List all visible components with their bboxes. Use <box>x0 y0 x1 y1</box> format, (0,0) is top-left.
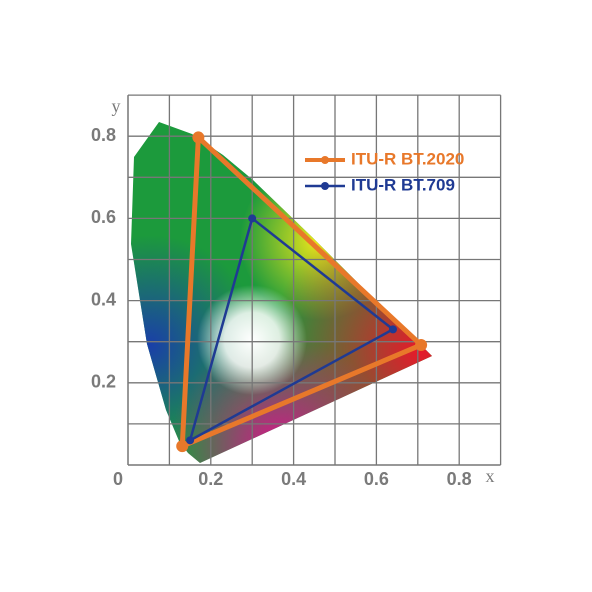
y-tick-label: 0.4 <box>91 289 116 309</box>
x-tick-label: 0.6 <box>364 469 389 489</box>
y-axis-label: y <box>112 96 121 116</box>
data-point <box>176 440 189 453</box>
y-tick-label: 0.8 <box>91 125 116 145</box>
legend-marker <box>321 182 329 190</box>
x-tick-label: 0 <box>113 469 123 489</box>
legend-label: ITU-R BT.2020 <box>351 149 464 168</box>
x-axis-label: x <box>486 466 495 486</box>
series-line <box>188 216 396 443</box>
data-point <box>186 436 195 445</box>
data-point <box>192 131 205 144</box>
y-tick-label: 0.6 <box>91 207 116 227</box>
data-point <box>248 214 257 223</box>
legend-label: ITU-R BT.709 <box>351 175 455 194</box>
x-tick-label: 0.4 <box>281 469 306 489</box>
series-line <box>179 131 426 450</box>
legend-marker <box>321 156 329 164</box>
x-tick-label: 0.8 <box>447 469 472 489</box>
data-point <box>388 325 397 334</box>
x-tick-label: 0.2 <box>198 469 223 489</box>
y-tick-label: 0.2 <box>91 372 116 392</box>
data-point <box>415 338 428 351</box>
